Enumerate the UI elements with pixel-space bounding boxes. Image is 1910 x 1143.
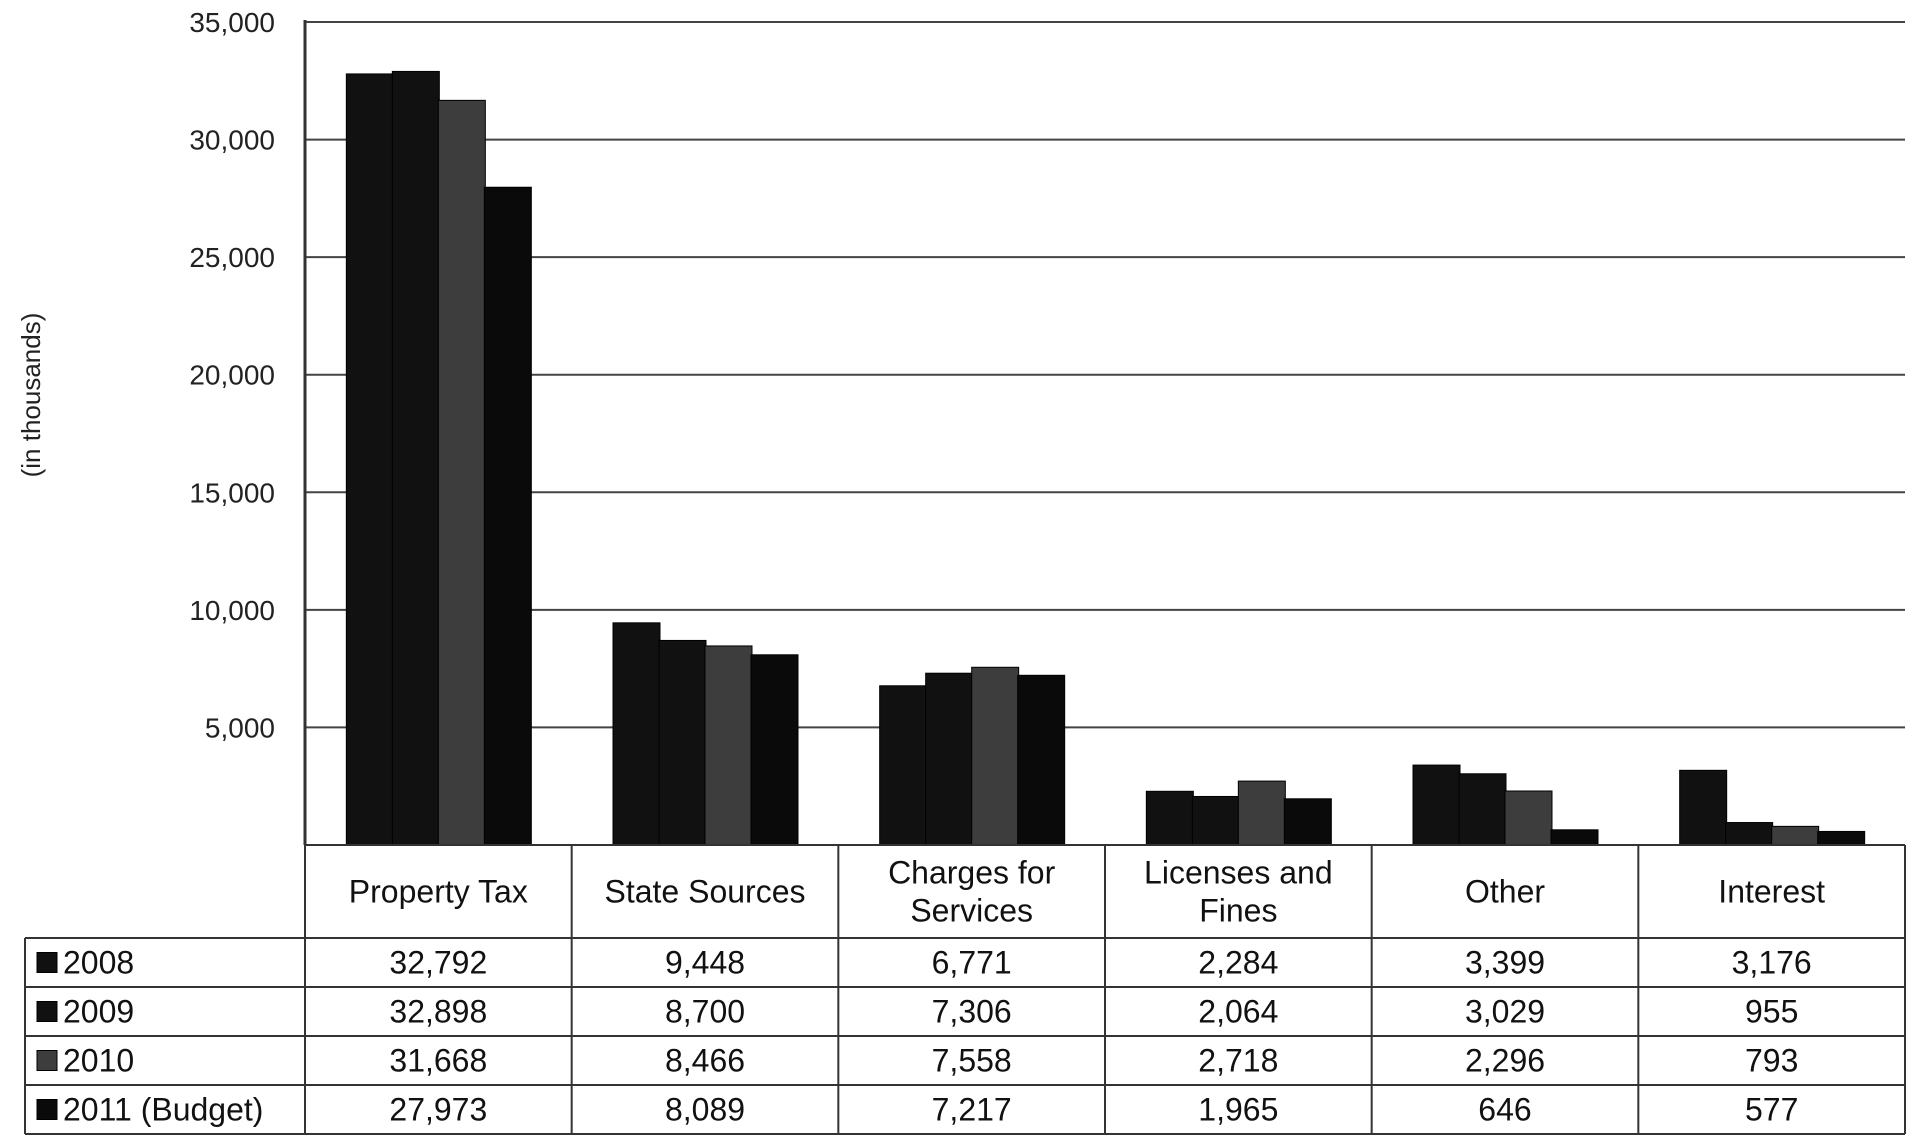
data-label-2009-other: 3,029 xyxy=(1465,994,1545,1030)
bar-2008-interest xyxy=(1679,769,1728,846)
data-label-2010-licenses-and-fines: 2,718 xyxy=(1198,1043,1278,1079)
legend-swatch-2008 xyxy=(36,952,58,973)
bar-2010-other xyxy=(1504,790,1553,846)
bar-2011-budget-other xyxy=(1550,829,1599,846)
bar-2009-licenses-and-fines xyxy=(1191,795,1240,846)
bar-2008-licenses-and-fines xyxy=(1145,790,1194,846)
legend-swatch-2011-budget xyxy=(36,1099,58,1120)
y-tick-label: 15,000 xyxy=(189,477,275,508)
y-tick-label: 10,000 xyxy=(189,595,275,626)
data-label-2008-other: 3,399 xyxy=(1465,945,1545,981)
data-label-2009-charges-for-services: 7,306 xyxy=(932,994,1012,1030)
data-label-2011-budget-state-sources: 8,089 xyxy=(665,1092,745,1128)
category-label-charges-for-services: Charges for Services xyxy=(888,855,1056,929)
data-label-2009-interest: 955 xyxy=(1745,994,1798,1030)
category-label-state-sources: State Sources xyxy=(605,874,806,910)
data-label-2010-charges-for-services: 7,558 xyxy=(932,1043,1012,1079)
y-tick-label: 20,000 xyxy=(189,360,275,391)
bar-2009-other xyxy=(1458,773,1507,846)
bar-2008-state-sources xyxy=(612,622,661,846)
category-label-other: Other xyxy=(1465,874,1545,910)
data-label-2011-budget-licenses-and-fines: 1,965 xyxy=(1198,1092,1278,1128)
bar-2008-property-tax xyxy=(345,73,394,846)
data-label-2010-state-sources: 8,466 xyxy=(665,1043,745,1079)
category-label-licenses-and-fines: Licenses and Fines xyxy=(1144,855,1333,929)
legend-label-2008: 2008 xyxy=(63,945,134,981)
data-label-2010-other: 2,296 xyxy=(1465,1043,1545,1079)
bar-2009-interest xyxy=(1725,822,1774,846)
bar-2010-licenses-and-fines xyxy=(1237,780,1286,846)
bar-2011-budget-charges-for-services xyxy=(1017,674,1066,846)
bar-2011-budget-property-tax xyxy=(483,186,532,846)
data-label-2011-budget-other: 646 xyxy=(1478,1092,1531,1128)
legend-label-2011-budget: 2011 (Budget) xyxy=(63,1092,263,1128)
y-tick-label: 35,000 xyxy=(189,7,275,38)
bar-2011-budget-state-sources xyxy=(750,654,799,846)
legend-swatch-2009 xyxy=(36,1001,58,1022)
category-label-property-tax: Property Tax xyxy=(349,874,528,910)
data-label-2011-budget-interest: 577 xyxy=(1745,1092,1798,1128)
bar-2011-budget-licenses-and-fines xyxy=(1283,798,1332,846)
bar-2009-state-sources xyxy=(658,639,707,846)
bar-2008-charges-for-services xyxy=(879,685,928,846)
bar-2010-interest xyxy=(1771,825,1820,846)
data-label-2008-licenses-and-fines: 2,284 xyxy=(1198,945,1278,981)
bar-2009-property-tax xyxy=(391,70,440,846)
bar-2011-budget-interest xyxy=(1817,830,1866,846)
bar-2010-property-tax xyxy=(437,99,486,846)
data-label-2010-interest: 793 xyxy=(1745,1043,1798,1079)
y-tick-label: 5,000 xyxy=(205,712,275,743)
category-label-interest: Interest xyxy=(1718,874,1825,910)
data-label-2011-budget-charges-for-services: 7,217 xyxy=(932,1092,1012,1128)
bar-2009-charges-for-services xyxy=(925,672,974,846)
legend-label-2010: 2010 xyxy=(63,1043,134,1079)
data-label-2009-property-tax: 32,898 xyxy=(389,994,487,1030)
bar-2010-state-sources xyxy=(704,645,753,846)
data-label-2008-state-sources: 9,448 xyxy=(665,945,745,981)
data-label-2008-property-tax: 32,792 xyxy=(389,945,487,981)
bar-2010-charges-for-services xyxy=(971,666,1020,846)
y-tick-label: 30,000 xyxy=(189,125,275,156)
data-label-2009-state-sources: 8,700 xyxy=(665,994,745,1030)
bar-2008-other xyxy=(1412,764,1461,846)
data-label-2009-licenses-and-fines: 2,064 xyxy=(1198,994,1278,1030)
legend-label-2009: 2009 xyxy=(63,994,134,1030)
legend-swatch-2010 xyxy=(36,1050,58,1071)
data-label-2008-interest: 3,176 xyxy=(1732,945,1812,981)
data-label-2008-charges-for-services: 6,771 xyxy=(932,945,1012,981)
y-tick-label: 25,000 xyxy=(189,242,275,273)
data-label-2011-budget-property-tax: 27,973 xyxy=(389,1092,487,1128)
y-axis-label: (in thousands) xyxy=(16,313,46,478)
data-label-2010-property-tax: 31,668 xyxy=(389,1043,487,1079)
